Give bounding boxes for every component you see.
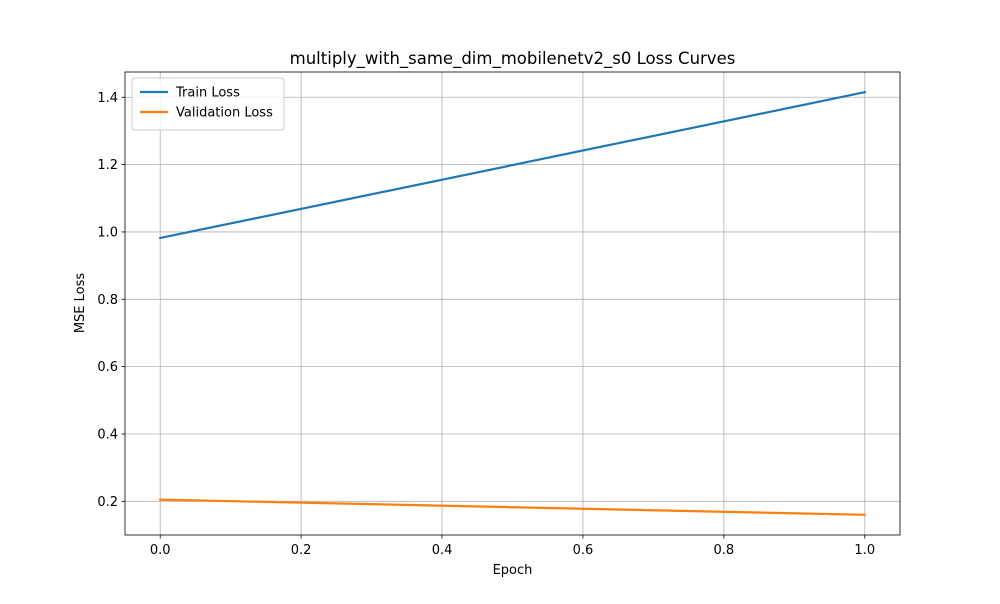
legend-label-validation-loss: Validation Loss (176, 106, 273, 121)
plot-frame (124, 71, 901, 536)
x-tick-label: 0.6 (573, 543, 594, 558)
x-tick-label: 0.4 (432, 543, 453, 558)
y-tick-label: 1.4 (97, 91, 118, 106)
x-tick-label: 1.0 (854, 543, 875, 558)
legend-box (131, 77, 285, 131)
legend-label-train-loss: Train Loss (175, 86, 240, 101)
y-axis-ticks: 0.2 0.4 0.6 0.8 1.0 1.2 1.4 (97, 91, 125, 510)
legend: Train Loss Validation Loss (131, 77, 285, 131)
train-loss-line (158, 90, 867, 240)
y-tick-label: 0.8 (97, 293, 118, 308)
series-lines (158, 90, 867, 516)
y-axis-label: MSE Loss (73, 273, 88, 334)
x-axis-ticks: 0.0 0.2 0.4 0.6 0.8 1.0 (150, 535, 875, 558)
x-tick-label: 0.8 (714, 543, 735, 558)
chart-title: multiply_with_same_dim_mobilenetv2_s0 Lo… (290, 49, 736, 69)
y-tick-label: 0.4 (97, 427, 118, 442)
x-tick-label: 0.2 (291, 543, 312, 558)
x-axis-label: Epoch (493, 563, 533, 578)
y-tick-label: 0.6 (97, 360, 118, 375)
grid (125, 72, 900, 535)
y-tick-label: 1.0 (97, 225, 118, 240)
validation-loss-line (159, 498, 866, 516)
y-tick-label: 1.2 (97, 158, 118, 173)
y-tick-label: 0.2 (97, 495, 118, 510)
x-tick-label: 0.0 (150, 543, 171, 558)
